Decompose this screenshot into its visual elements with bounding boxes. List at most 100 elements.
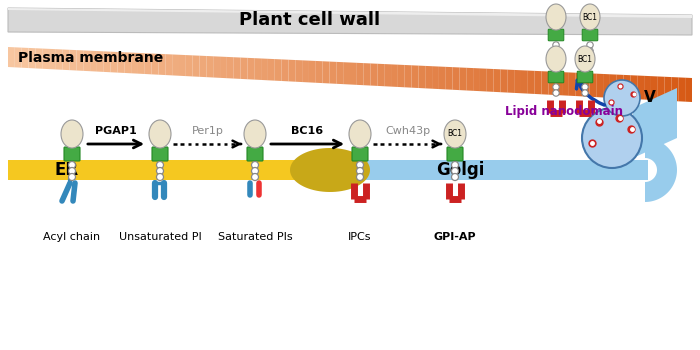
- Polygon shape: [131, 52, 138, 74]
- Ellipse shape: [575, 46, 595, 72]
- Circle shape: [251, 174, 258, 181]
- Polygon shape: [603, 74, 610, 98]
- Text: BC1: BC1: [447, 130, 463, 139]
- Circle shape: [251, 168, 258, 175]
- Circle shape: [69, 174, 76, 181]
- Circle shape: [582, 90, 588, 96]
- Circle shape: [356, 174, 363, 181]
- Polygon shape: [22, 48, 29, 68]
- Polygon shape: [678, 77, 685, 101]
- Ellipse shape: [149, 120, 171, 148]
- Polygon shape: [521, 70, 528, 93]
- Polygon shape: [254, 58, 261, 80]
- Polygon shape: [8, 8, 692, 18]
- Polygon shape: [76, 50, 83, 71]
- Text: Saturated PIs: Saturated PIs: [218, 232, 293, 242]
- Polygon shape: [42, 49, 49, 69]
- Polygon shape: [49, 49, 56, 69]
- Polygon shape: [179, 55, 186, 76]
- Polygon shape: [562, 72, 569, 96]
- FancyBboxPatch shape: [447, 147, 463, 161]
- Text: IPCs: IPCs: [349, 232, 372, 242]
- Circle shape: [157, 161, 164, 168]
- Polygon shape: [288, 60, 295, 82]
- FancyBboxPatch shape: [578, 71, 593, 83]
- Polygon shape: [432, 66, 439, 89]
- Polygon shape: [466, 68, 473, 91]
- Polygon shape: [548, 71, 555, 95]
- Polygon shape: [56, 49, 63, 70]
- Polygon shape: [8, 47, 15, 67]
- Polygon shape: [617, 75, 624, 98]
- Text: Plasma membrane: Plasma membrane: [18, 51, 163, 65]
- Polygon shape: [343, 62, 350, 84]
- Polygon shape: [569, 72, 575, 96]
- Circle shape: [251, 161, 258, 168]
- Circle shape: [582, 108, 642, 168]
- Polygon shape: [193, 55, 200, 77]
- Circle shape: [452, 161, 458, 168]
- Polygon shape: [391, 64, 398, 87]
- Polygon shape: [83, 50, 90, 71]
- Circle shape: [452, 168, 458, 175]
- Polygon shape: [664, 77, 671, 101]
- Polygon shape: [494, 69, 500, 92]
- Polygon shape: [309, 61, 316, 83]
- Polygon shape: [186, 55, 192, 76]
- Polygon shape: [671, 77, 678, 101]
- Polygon shape: [370, 63, 377, 86]
- Polygon shape: [377, 64, 384, 86]
- Polygon shape: [398, 65, 405, 87]
- Polygon shape: [63, 49, 69, 70]
- Polygon shape: [651, 76, 658, 100]
- Circle shape: [69, 168, 76, 175]
- Text: Plant cell wall: Plant cell wall: [239, 11, 381, 29]
- Polygon shape: [69, 50, 76, 70]
- Circle shape: [69, 161, 76, 168]
- Text: PGAP1: PGAP1: [95, 126, 137, 136]
- Polygon shape: [125, 52, 131, 73]
- Polygon shape: [227, 57, 234, 78]
- Polygon shape: [261, 58, 268, 80]
- Text: Cwh43p: Cwh43p: [385, 126, 430, 136]
- Polygon shape: [610, 74, 617, 98]
- Polygon shape: [234, 57, 241, 79]
- Polygon shape: [118, 52, 125, 73]
- Polygon shape: [419, 65, 425, 88]
- Polygon shape: [145, 53, 152, 74]
- Polygon shape: [596, 74, 603, 97]
- Text: Acyl chain: Acyl chain: [43, 232, 101, 242]
- FancyBboxPatch shape: [548, 71, 564, 83]
- Ellipse shape: [349, 120, 371, 148]
- Polygon shape: [330, 62, 336, 84]
- Polygon shape: [500, 69, 508, 92]
- Circle shape: [356, 168, 363, 175]
- Polygon shape: [295, 60, 302, 82]
- Ellipse shape: [546, 4, 566, 30]
- Ellipse shape: [546, 46, 566, 72]
- Circle shape: [452, 174, 458, 181]
- Polygon shape: [90, 51, 97, 71]
- Text: BC1: BC1: [582, 13, 598, 21]
- Polygon shape: [439, 66, 446, 89]
- Polygon shape: [535, 71, 542, 94]
- Polygon shape: [220, 57, 227, 78]
- Polygon shape: [206, 56, 214, 77]
- Circle shape: [356, 161, 363, 168]
- Polygon shape: [446, 67, 453, 90]
- Polygon shape: [214, 56, 220, 78]
- Polygon shape: [247, 58, 254, 79]
- Polygon shape: [295, 160, 648, 180]
- Polygon shape: [624, 75, 631, 99]
- Polygon shape: [685, 78, 692, 102]
- Polygon shape: [165, 54, 172, 75]
- Polygon shape: [459, 68, 466, 90]
- Polygon shape: [542, 71, 548, 95]
- FancyBboxPatch shape: [64, 147, 80, 161]
- Circle shape: [553, 84, 559, 90]
- Circle shape: [582, 84, 588, 90]
- Polygon shape: [514, 70, 521, 93]
- Polygon shape: [241, 57, 247, 79]
- Polygon shape: [480, 68, 486, 91]
- Polygon shape: [412, 65, 419, 88]
